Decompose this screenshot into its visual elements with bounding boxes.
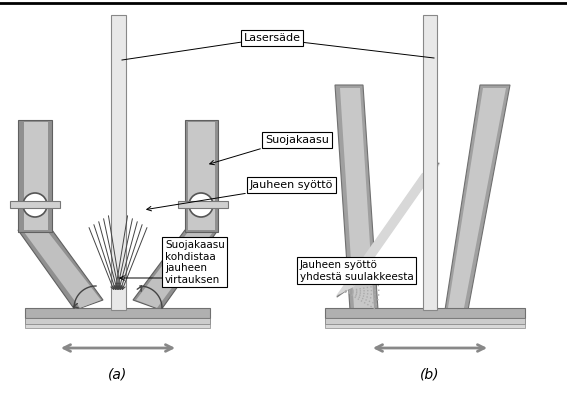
Polygon shape [185, 120, 218, 232]
Polygon shape [133, 230, 218, 310]
Bar [10, 201, 60, 208]
Polygon shape [24, 122, 48, 230]
Text: Lasersäde: Lasersäde [243, 33, 301, 43]
Bar [25, 324, 210, 328]
Polygon shape [188, 122, 215, 230]
Text: (b): (b) [420, 368, 440, 382]
Polygon shape [445, 85, 510, 310]
Polygon shape [18, 230, 103, 310]
Circle shape [23, 193, 47, 217]
Polygon shape [337, 163, 439, 297]
Bar [25, 308, 210, 318]
Text: Suojakaasu
kohdistaa
jauheen
virtauksen: Suojakaasu kohdistaa jauheen virtauksen [165, 240, 225, 285]
Polygon shape [136, 232, 213, 308]
Polygon shape [24, 232, 101, 308]
Circle shape [189, 193, 213, 217]
Bar [325, 324, 525, 328]
Bar [423, 15, 437, 310]
Polygon shape [336, 164, 440, 296]
Polygon shape [448, 88, 506, 308]
Polygon shape [340, 88, 374, 308]
Bar [325, 308, 525, 318]
Bar [25, 318, 210, 324]
Bar [111, 15, 126, 310]
Text: Suojakaasu: Suojakaasu [265, 135, 329, 145]
Bar [178, 201, 228, 208]
Text: (a): (a) [108, 368, 128, 382]
Bar [325, 318, 525, 324]
Text: Jauheen syöttö: Jauheen syöttö [250, 180, 333, 190]
Polygon shape [18, 120, 52, 232]
Polygon shape [335, 85, 378, 310]
Text: Jauheen syöttö
yhdestä suulakkeesta: Jauheen syöttö yhdestä suulakkeesta [300, 260, 414, 282]
